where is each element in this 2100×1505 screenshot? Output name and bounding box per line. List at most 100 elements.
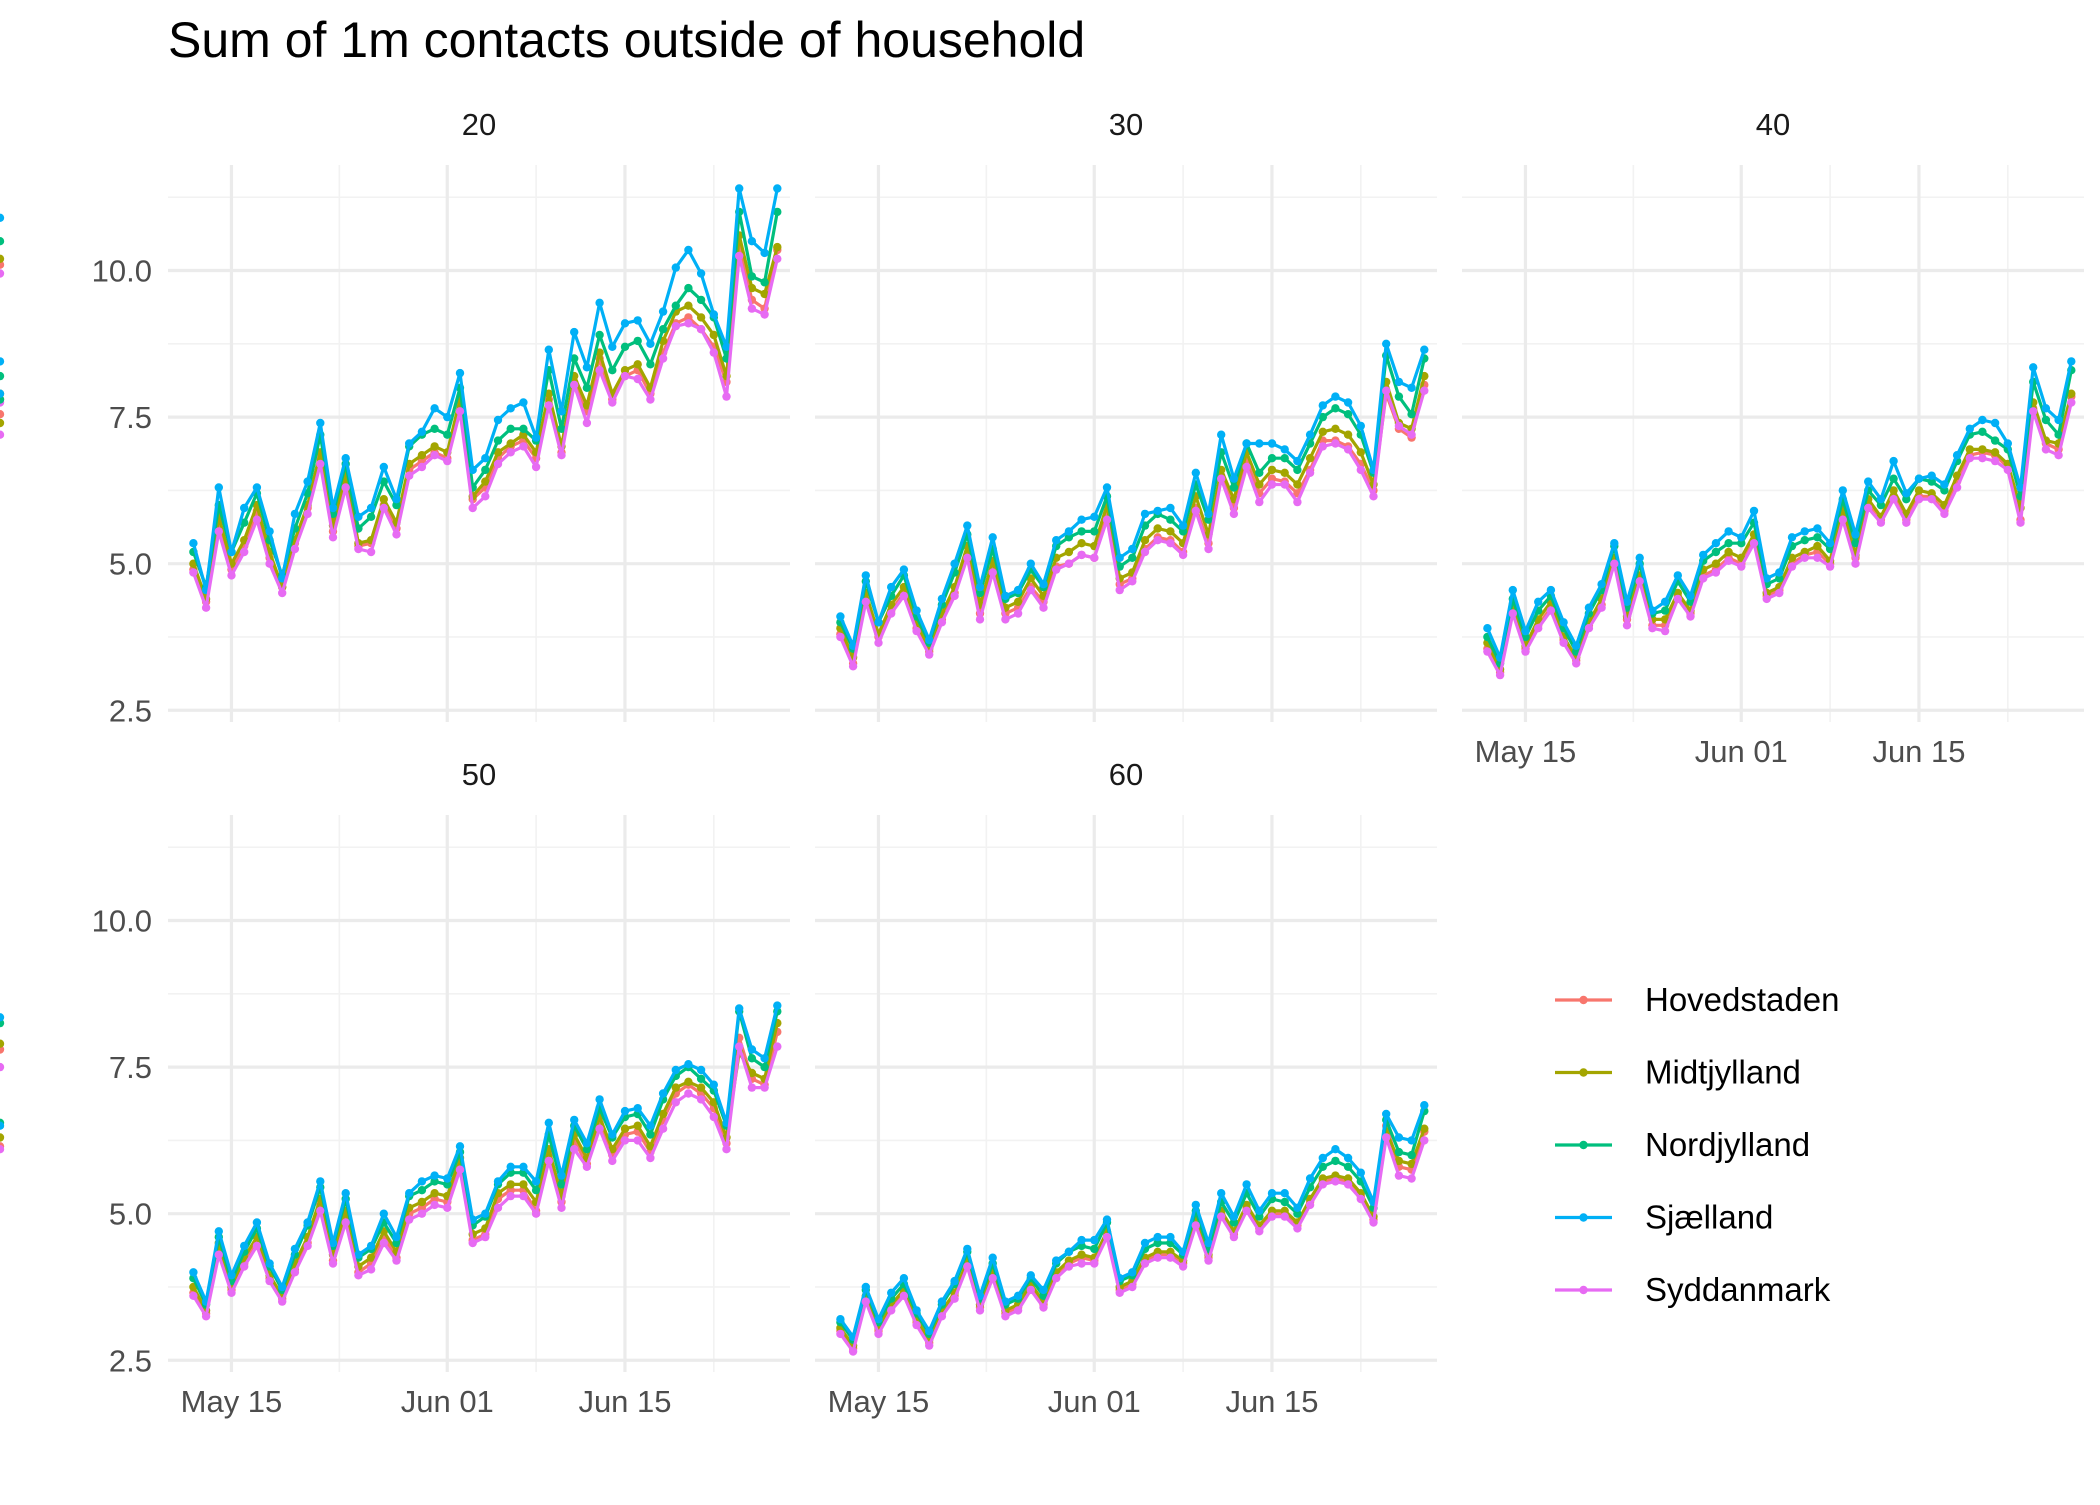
data-point: [1394, 377, 1404, 387]
data-point: [671, 1098, 680, 1107]
data-point: [303, 1218, 312, 1227]
data-point: [925, 1341, 934, 1350]
data-point: [531, 1209, 541, 1218]
data-point: [950, 559, 959, 568]
data-point: [861, 571, 870, 580]
data-point: [887, 1288, 896, 1298]
data-point: [925, 1326, 934, 1336]
data-point: [1305, 468, 1315, 477]
data-point: [1267, 474, 1277, 483]
data-point: [1559, 618, 1568, 627]
data-point: [1255, 468, 1264, 477]
data-point: [1990, 418, 2000, 428]
data-point: [506, 424, 515, 433]
panel-grid: [1462, 165, 2084, 722]
data-point: [1001, 1312, 1010, 1321]
data-point: [1813, 541, 1822, 551]
data-point: [1039, 603, 1048, 612]
data-point: [658, 307, 668, 316]
data-point: [366, 1265, 376, 1274]
data-point: [1546, 585, 1556, 595]
data-point: [684, 283, 693, 293]
data-point: [747, 283, 757, 293]
legend-label: Midtjylland: [1645, 1054, 1801, 1091]
data-point: [1242, 1200, 1251, 1210]
data-point: [1800, 527, 1809, 536]
data-point: [773, 207, 782, 217]
data-point: [1940, 486, 1949, 495]
data-point: [493, 459, 503, 469]
data-point: [519, 1180, 528, 1189]
data-point: [278, 588, 287, 598]
data-point: [735, 1004, 744, 1013]
data-point: [1622, 597, 1632, 606]
data-point: [684, 1060, 693, 1069]
data-point: [1343, 445, 1353, 454]
panel-grid: [168, 815, 790, 1372]
data-point: [1420, 1136, 1429, 1145]
data-point: [1217, 430, 1226, 439]
data-point: [1660, 606, 1670, 615]
data-point: [1229, 1212, 1239, 1221]
data-point: [1800, 553, 1809, 562]
data-point: [1052, 1256, 1061, 1265]
data-point: [1331, 404, 1340, 413]
data-point: [316, 1177, 325, 1186]
data-point: [570, 380, 579, 390]
data-point: [1356, 1168, 1366, 1177]
data-point: [328, 1238, 338, 1248]
data-point: [595, 1124, 604, 1133]
data-point: [1153, 506, 1162, 516]
data-point: [544, 401, 553, 410]
data-point: [747, 1083, 757, 1092]
data-point: [1331, 439, 1340, 448]
data-point: [1711, 547, 1721, 557]
data-point: [1382, 1133, 1391, 1142]
data-point: [950, 1276, 959, 1286]
data-point: [557, 407, 566, 416]
panel-grid: [815, 815, 1437, 1372]
data-point: [1622, 621, 1632, 630]
data-point: [1229, 483, 1239, 492]
legend-label: Hovedstaden: [1645, 981, 1839, 1018]
data-point: [1013, 585, 1023, 595]
x-tick-label: Jun 15: [1872, 734, 1965, 769]
data-point: [1077, 1259, 1086, 1268]
data-point: [240, 503, 249, 513]
data-point: [1914, 474, 1924, 483]
series-line: [191, 1009, 779, 1307]
data-point: [646, 339, 655, 348]
data-point: [1305, 430, 1315, 439]
data-point: [1013, 609, 1023, 618]
data-point: [874, 638, 883, 647]
data-point: [747, 1045, 757, 1054]
y-tick-label: 10.0: [92, 904, 152, 939]
data-point: [0, 1133, 5, 1142]
data-point: [1293, 1203, 1302, 1213]
data-point: [189, 539, 198, 548]
data-point: [899, 591, 909, 601]
data-point: [1787, 562, 1797, 571]
data-point: [1166, 527, 1175, 536]
panel-50: 50 2.5 5.0 7.5 10.0 May 15 Jun 01 Jun 15: [0, 757, 790, 1419]
data-point: [735, 1042, 744, 1051]
data-point: [430, 442, 439, 451]
series-line: [191, 1005, 779, 1304]
data-point: [2067, 357, 2076, 366]
data-point: [519, 442, 528, 451]
data-point: [1255, 439, 1264, 448]
data-point: [925, 650, 934, 659]
data-point: [937, 1312, 947, 1321]
data-point: [773, 1042, 782, 1051]
data-point: [417, 462, 427, 472]
data-point: [1026, 559, 1036, 568]
data-point: [646, 1130, 655, 1139]
data-point: [1407, 1150, 1416, 1160]
data-point: [1978, 454, 1987, 463]
data-point: [392, 1238, 401, 1248]
data-point: [1229, 1218, 1239, 1227]
data-point: [481, 492, 490, 501]
data-point: [1090, 553, 1099, 562]
data-point: [1369, 492, 1378, 501]
data-point: [290, 1244, 300, 1254]
